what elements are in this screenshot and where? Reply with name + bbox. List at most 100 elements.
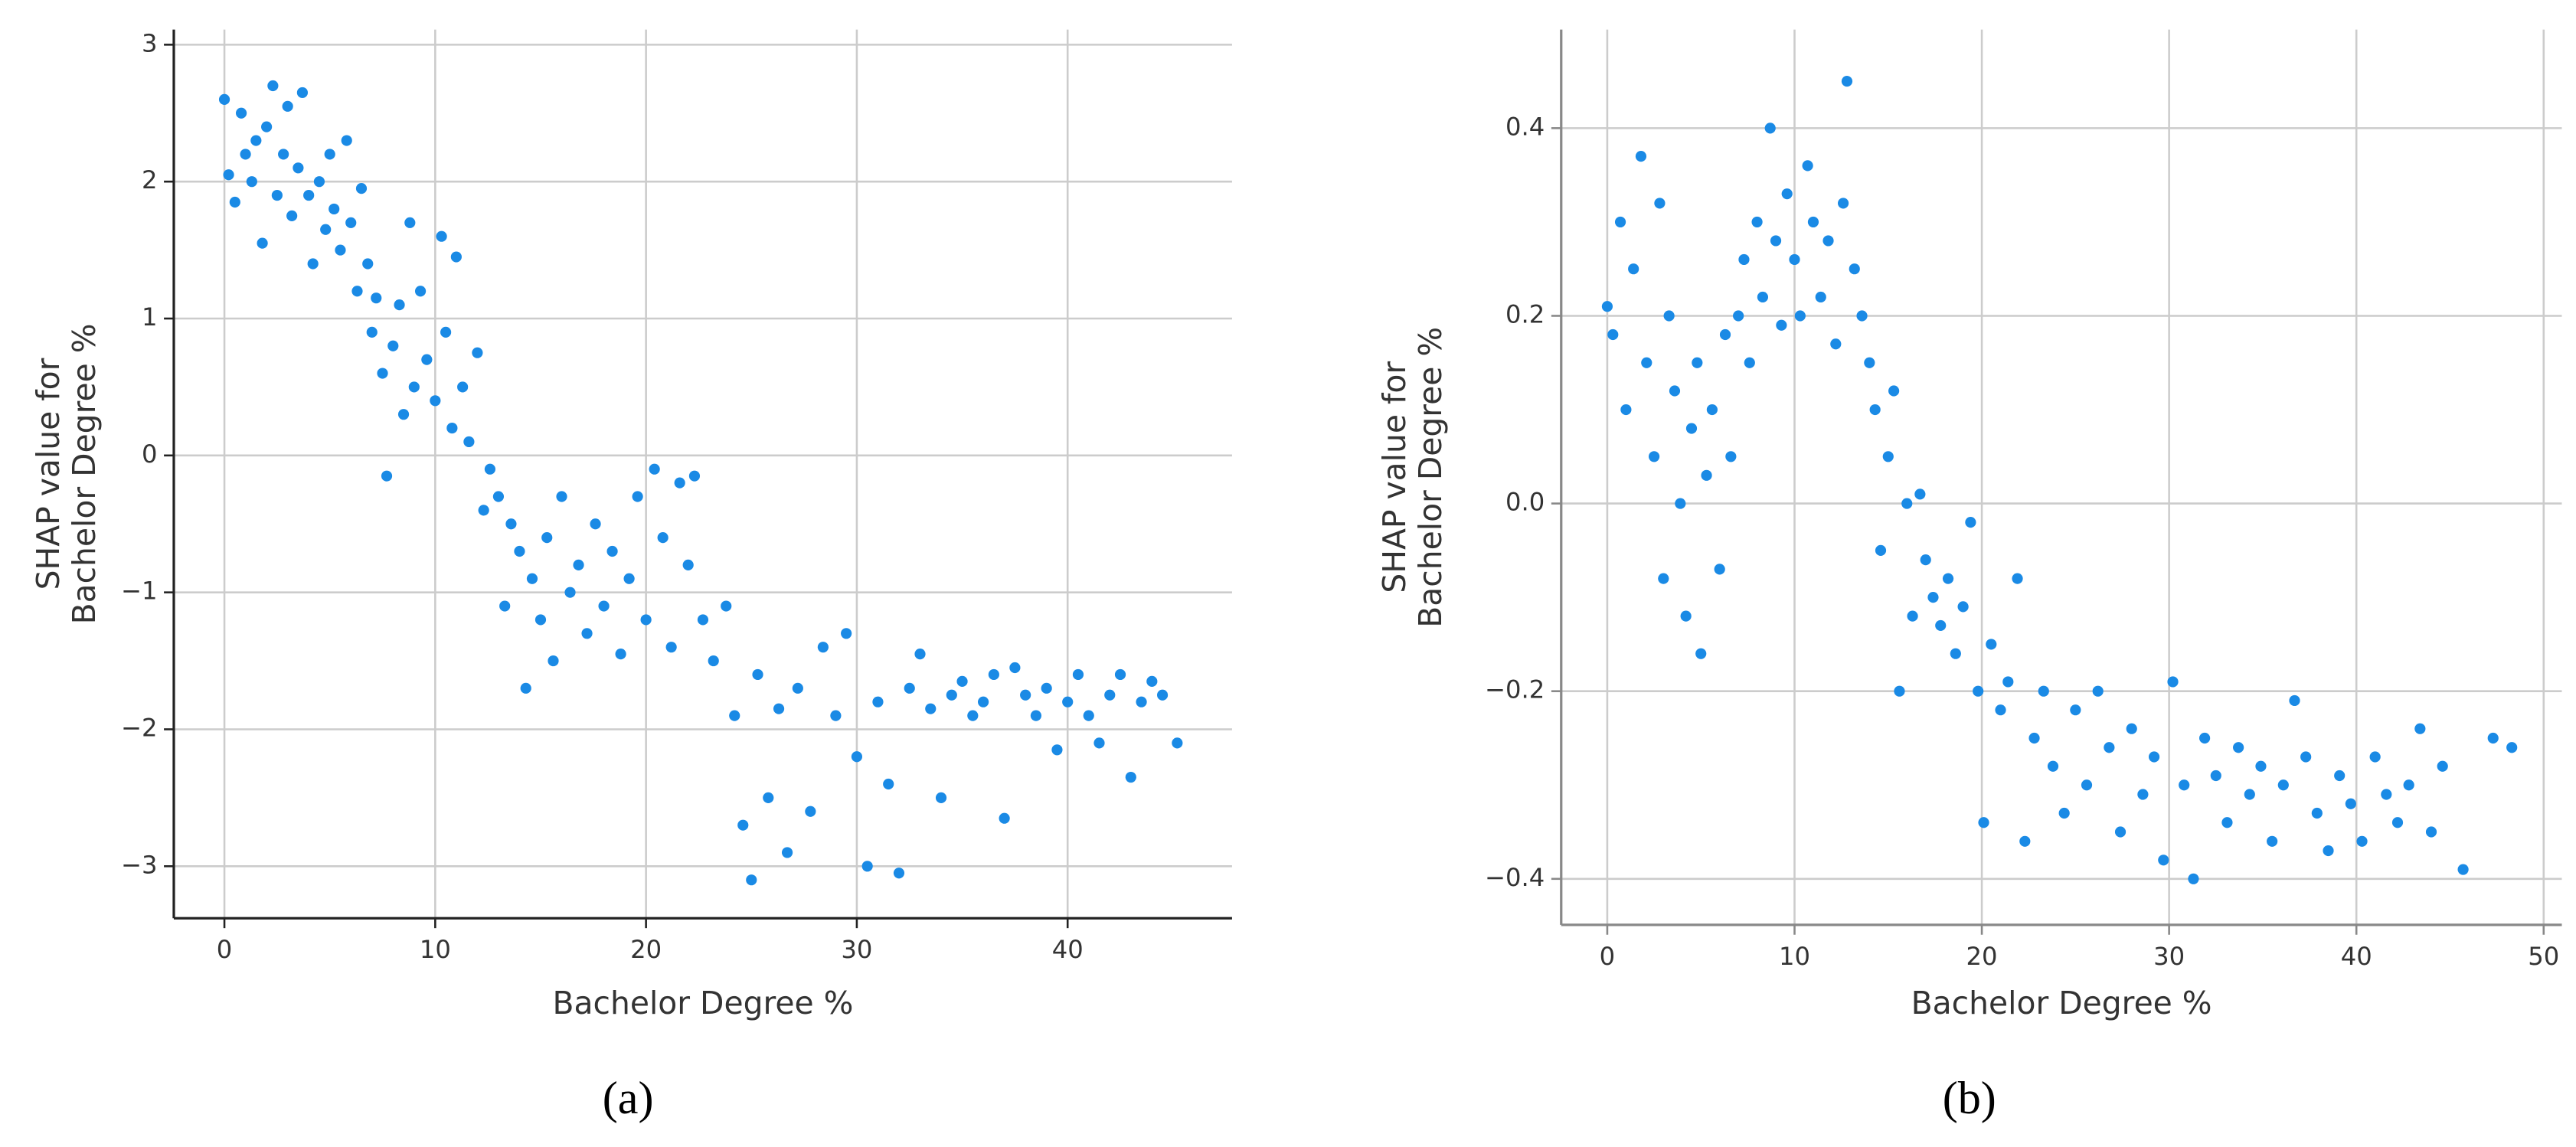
point [296, 87, 309, 99]
point [1136, 696, 1147, 707]
point [841, 628, 852, 639]
y-axis-label: Bachelor Degree % [1412, 327, 1449, 628]
point [303, 189, 315, 201]
point [1692, 357, 1703, 368]
point [2058, 807, 2070, 819]
point [746, 874, 757, 886]
x-tick-label: 30 [2153, 942, 2185, 971]
point [2167, 676, 2179, 688]
point [2148, 751, 2160, 763]
point [1093, 737, 1105, 749]
point [313, 176, 325, 188]
point [598, 600, 610, 612]
point [1751, 216, 1763, 228]
point [548, 655, 559, 667]
point [632, 491, 643, 502]
point [606, 545, 618, 557]
point [893, 868, 905, 879]
y-tick-label: 0 [142, 440, 158, 469]
point [478, 505, 489, 516]
x-tick-label: 10 [1779, 942, 1810, 971]
point [421, 354, 433, 365]
point [1607, 328, 1619, 341]
x-tick-label: 40 [1052, 935, 1084, 964]
point [1841, 75, 1853, 87]
point [397, 409, 410, 420]
point [1822, 235, 1834, 247]
point [581, 628, 593, 639]
point [1628, 263, 1639, 275]
x-tick-label: 30 [841, 935, 872, 964]
point [1601, 301, 1613, 312]
point [649, 463, 660, 475]
y-tick-label: 3 [142, 28, 158, 57]
point [615, 649, 626, 660]
point [935, 792, 947, 803]
point [729, 710, 740, 721]
point [1020, 689, 1031, 701]
point [752, 668, 763, 681]
point [737, 819, 749, 831]
point [246, 176, 257, 188]
point [345, 217, 357, 228]
point [1907, 610, 1918, 622]
point [573, 559, 584, 570]
point [1062, 696, 1074, 707]
point [1125, 771, 1136, 783]
point [2081, 779, 2093, 791]
x-axis-label: Bachelor Degree % [552, 985, 853, 1021]
point [688, 470, 701, 482]
point [240, 149, 251, 160]
point [904, 682, 915, 694]
point [2179, 779, 2190, 791]
point [286, 210, 298, 221]
point [2457, 864, 2469, 875]
point [463, 436, 475, 448]
point [590, 518, 601, 530]
point [1083, 710, 1094, 721]
point [514, 545, 525, 557]
point [1849, 263, 1860, 275]
point [1733, 310, 1744, 322]
point [1675, 498, 1686, 509]
point [355, 183, 368, 194]
point [861, 861, 873, 872]
point [1072, 668, 1084, 681]
x-tick-label: 0 [1600, 942, 1616, 971]
point [674, 477, 685, 489]
point [218, 93, 230, 105]
point [1041, 682, 1052, 694]
point [2104, 742, 2115, 753]
point [1719, 328, 1731, 341]
point [1815, 291, 1826, 303]
point [505, 518, 517, 530]
point [404, 217, 416, 228]
point [278, 149, 289, 160]
point [2289, 694, 2300, 707]
point [229, 196, 240, 208]
point [446, 422, 458, 434]
point [484, 463, 496, 475]
point [657, 532, 669, 544]
point [1957, 601, 1969, 613]
point [2070, 704, 2081, 716]
x-tick-label: 20 [630, 935, 662, 964]
point [351, 286, 363, 297]
point [2002, 676, 2014, 688]
point [450, 251, 462, 263]
y-tick-label: 1 [142, 302, 158, 332]
point [763, 792, 774, 803]
point [2345, 798, 2356, 809]
point [2403, 779, 2414, 791]
point [320, 224, 332, 235]
point [1914, 489, 1926, 500]
point [394, 299, 405, 311]
point [721, 600, 732, 612]
point [872, 696, 884, 707]
point [2381, 789, 2392, 800]
point [1802, 160, 1813, 172]
point [235, 107, 247, 119]
point [925, 703, 937, 714]
point [2255, 760, 2267, 772]
